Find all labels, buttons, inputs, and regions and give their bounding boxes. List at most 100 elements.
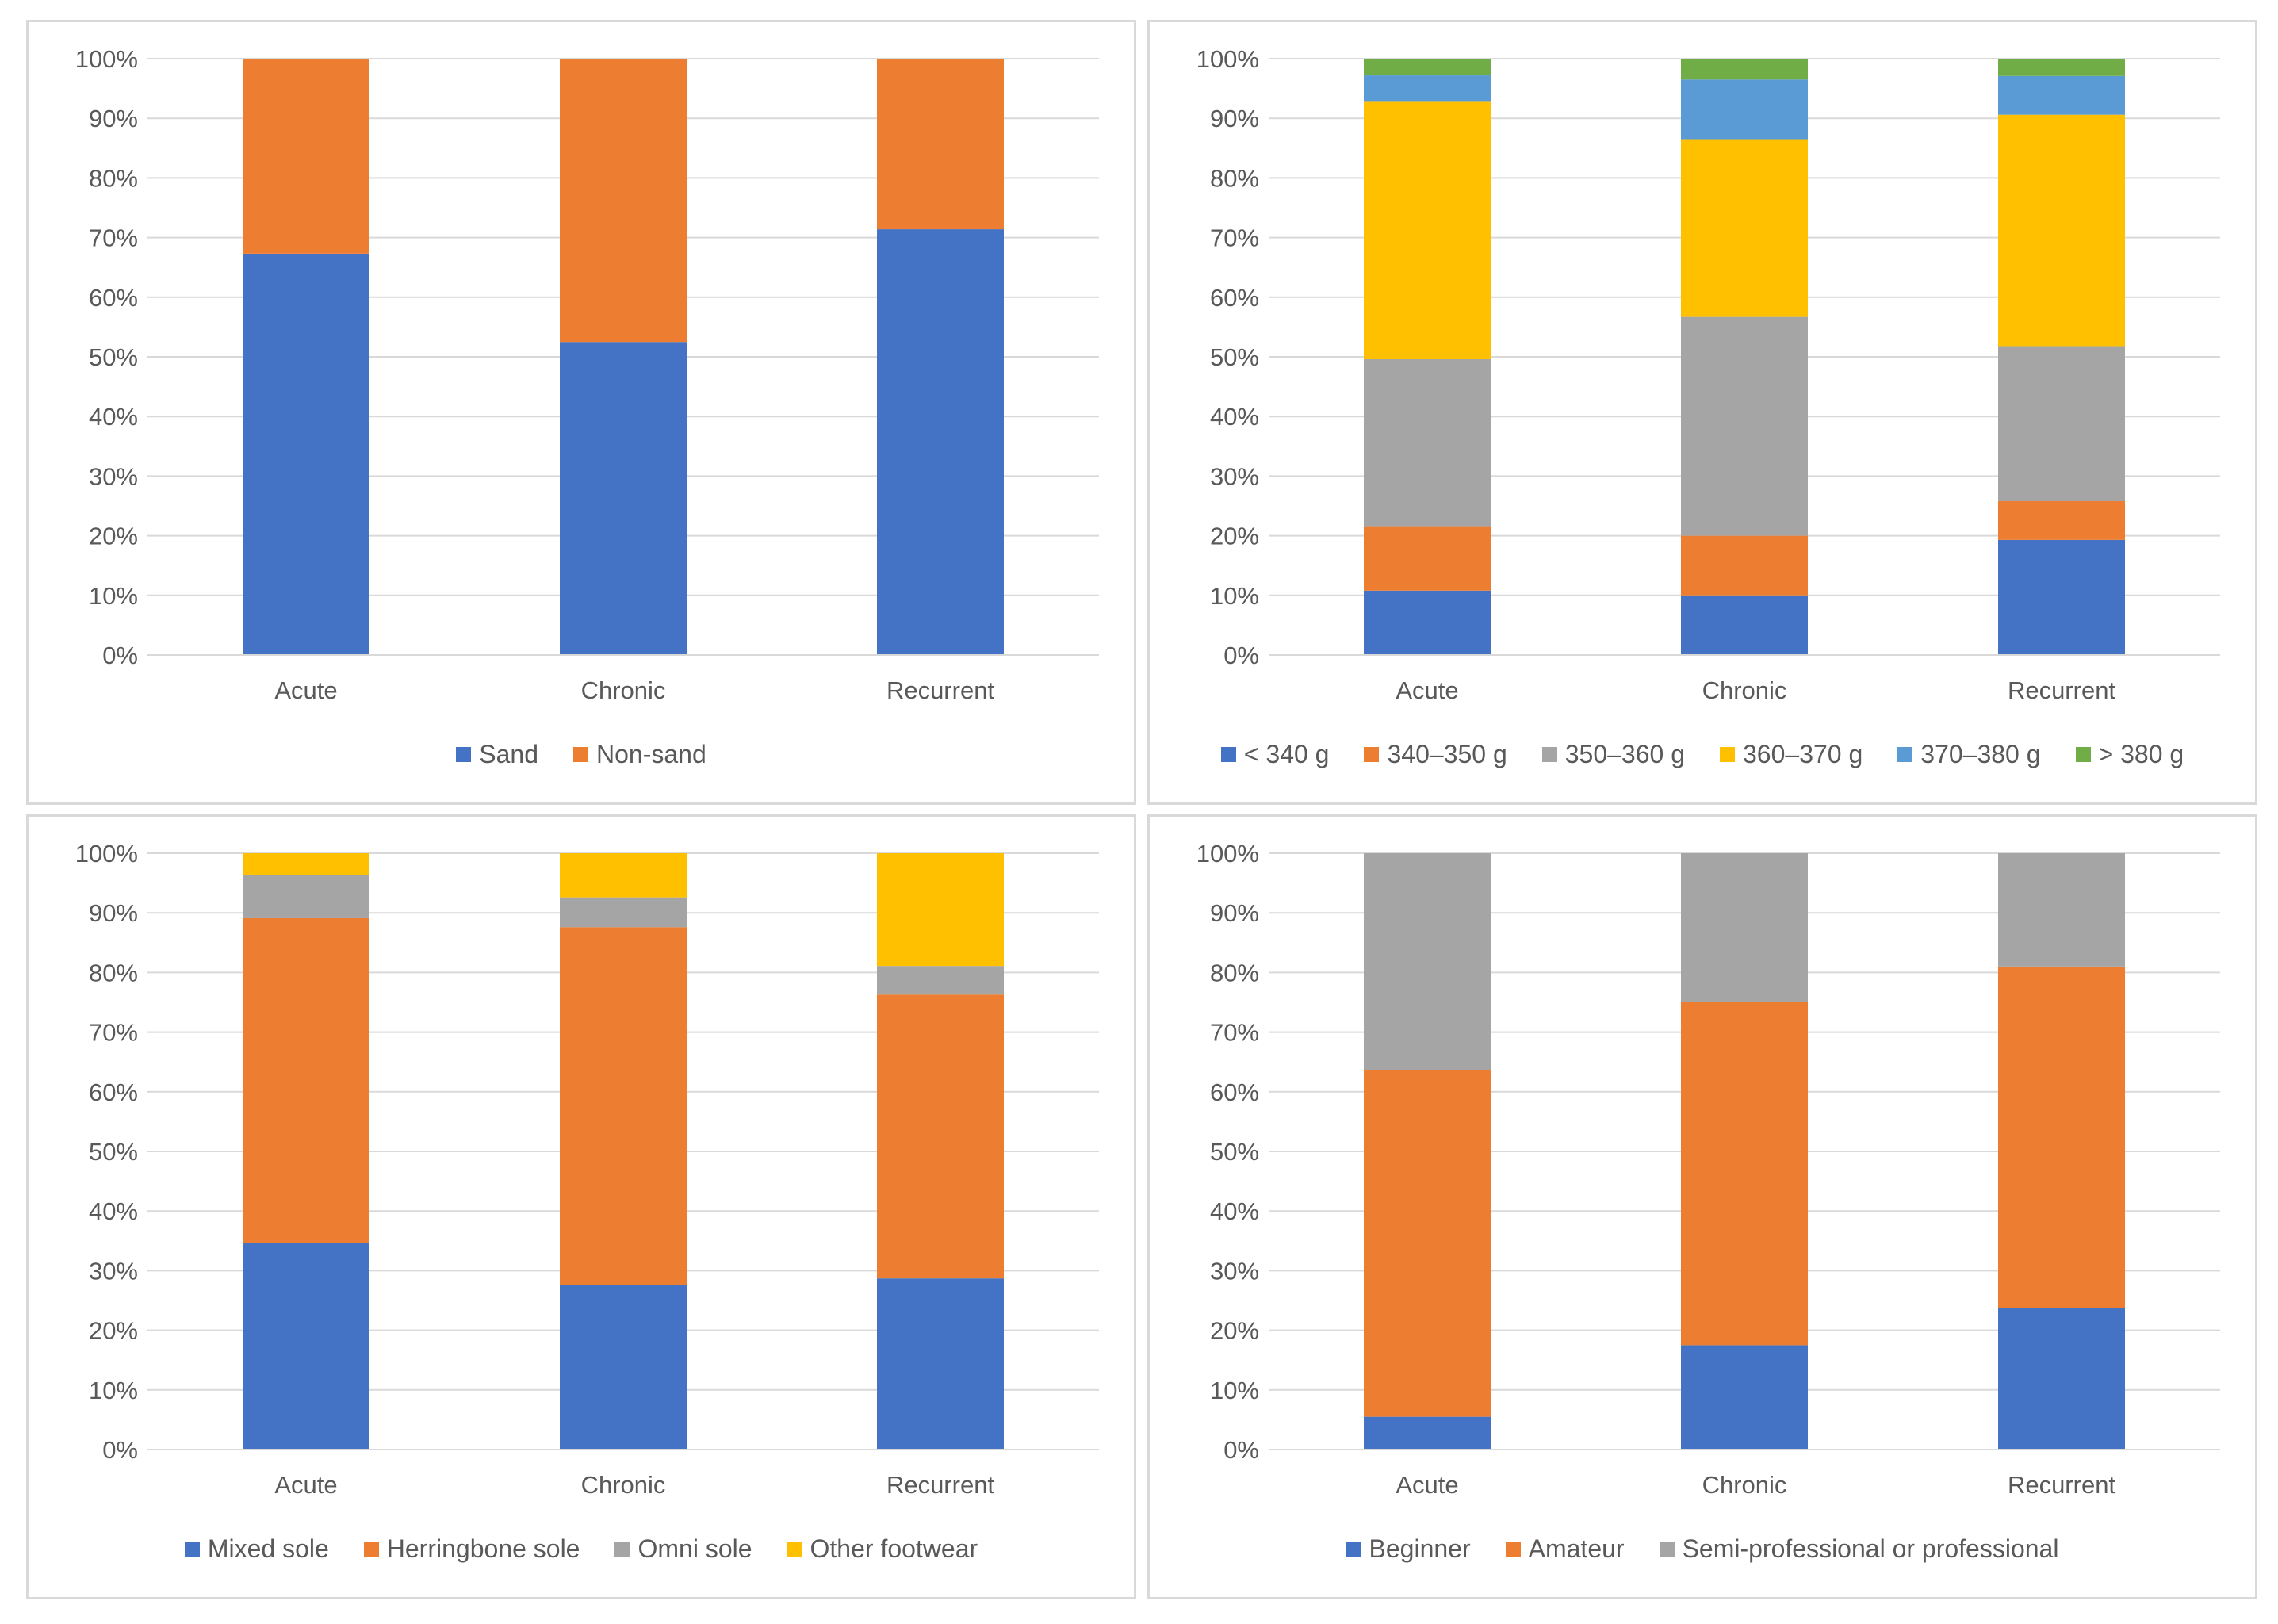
y-tick-label: 90% bbox=[1210, 899, 1259, 927]
bar-other-footwear-chronic bbox=[560, 853, 687, 898]
legend-item-350-360-g: 350–360 g bbox=[1541, 740, 1685, 769]
legend-item-amateur: Amateur bbox=[1505, 1534, 1625, 1564]
bar-semi-professional-or-professional-chronic bbox=[1681, 853, 1808, 1002]
bar-380-g-chronic bbox=[1681, 59, 1808, 80]
bar-350-360-g-chronic bbox=[1681, 316, 1808, 536]
y-tick-label: 60% bbox=[89, 1078, 138, 1106]
legend-swatch bbox=[572, 747, 588, 762]
bar-sand-recurrent bbox=[877, 229, 1004, 655]
bar-340-350-g-recurrent bbox=[1998, 500, 2125, 540]
legend-label: Semi-professional or professional bbox=[1682, 1534, 2059, 1563]
y-tick-label: 0% bbox=[1223, 1436, 1259, 1464]
y-tick-label: 70% bbox=[89, 224, 138, 252]
chart-legend: < 340 g 340–350 g 350–360 g 360–370 g 370–38… bbox=[1150, 740, 2255, 769]
bar-370-380-g-acute bbox=[1364, 75, 1491, 102]
legend-label: 370–380 g bbox=[1920, 740, 2041, 768]
legend-label: Mixed sole bbox=[207, 1534, 329, 1563]
y-tick-label: 40% bbox=[89, 1197, 138, 1225]
legend-swatch bbox=[363, 1542, 379, 1557]
bar-mixed-sole-chronic bbox=[560, 1285, 687, 1450]
y-tick-label: 100% bbox=[1196, 45, 1259, 73]
bar-sand-acute bbox=[243, 253, 369, 655]
legend-item-semi-professional-or-professional: Semi-professional or professional bbox=[1659, 1534, 2059, 1564]
bar-amateur-chronic bbox=[1681, 1002, 1808, 1346]
y-tick-label: 40% bbox=[1210, 403, 1259, 431]
y-tick-label: 80% bbox=[89, 164, 138, 192]
bar-mixed-sole-acute bbox=[243, 1243, 369, 1450]
y-tick-label: 10% bbox=[1210, 1377, 1259, 1404]
y-tick-label: 60% bbox=[1210, 284, 1259, 312]
bar-omni-sole-recurrent bbox=[877, 966, 1004, 995]
y-tick-label: 20% bbox=[89, 523, 138, 550]
bar-beginner-recurrent bbox=[1998, 1308, 2125, 1450]
legend-label: Beginner bbox=[1369, 1534, 1471, 1563]
legend-label: Omni sole bbox=[637, 1534, 752, 1563]
chart-plot: 0% 10% 20% 30% 40% 50% 60% 70% 80% 90% 100% Acute Ch… bbox=[75, 840, 1099, 1499]
legend-swatch bbox=[1897, 747, 1913, 762]
legend-item-380-g: > 380 g bbox=[2075, 740, 2184, 769]
bar-340-g-recurrent bbox=[1998, 539, 2125, 655]
chart-plot: 0% 10% 20% 30% 40% 50% 60% 70% 80% 90% 100% Acute Ch… bbox=[1196, 840, 2220, 1499]
y-tick-label: 90% bbox=[1210, 105, 1259, 132]
chart-panel-footwear: 0% 10% 20% 30% 40% 50% 60% 70% 80% 90% 100% Acute Ch… bbox=[26, 814, 1136, 1599]
chart-legend: Sand Non-sand bbox=[29, 740, 1134, 769]
legend-item-non-sand: Non-sand bbox=[572, 740, 706, 769]
legend-label: Non-sand bbox=[595, 740, 706, 768]
bar-non-sand-chronic bbox=[560, 59, 687, 343]
y-tick-label: 30% bbox=[1210, 462, 1259, 490]
bar-340-350-g-acute bbox=[1364, 526, 1491, 591]
bar-340-g-acute bbox=[1364, 590, 1491, 655]
y-tick-label: 20% bbox=[89, 1317, 138, 1345]
y-tick-label: 10% bbox=[89, 582, 138, 610]
x-tick-label: Recurrent bbox=[2008, 1471, 2115, 1499]
legend-swatch bbox=[456, 747, 472, 762]
y-tick-label: 50% bbox=[1210, 343, 1259, 371]
y-tick-label: 40% bbox=[89, 403, 138, 431]
legend-swatch bbox=[2075, 747, 2091, 762]
bar-herringbone-sole-acute bbox=[243, 917, 369, 1243]
legend-label: Sand bbox=[479, 740, 538, 768]
legend-item-360-370-g: 360–370 g bbox=[1720, 740, 1863, 769]
bar-semi-professional-or-professional-recurrent bbox=[1998, 853, 2125, 967]
legend-item-340-g: < 340 g bbox=[1220, 740, 1329, 769]
bar-360-370-g-acute bbox=[1364, 101, 1491, 360]
y-tick-label: 40% bbox=[1210, 1197, 1259, 1225]
y-tick-label: 70% bbox=[1210, 224, 1259, 252]
bar-semi-professional-or-professional-acute bbox=[1364, 853, 1491, 1070]
y-tick-label: 90% bbox=[89, 899, 138, 927]
bar-herringbone-sole-recurrent bbox=[877, 994, 1004, 1279]
legend-label: Amateur bbox=[1528, 1534, 1625, 1563]
y-tick-label: 100% bbox=[1196, 840, 1259, 868]
y-tick-label: 70% bbox=[1210, 1019, 1259, 1047]
chart-plot: 0% 10% 20% 30% 40% 50% 60% 70% 80% 90% 100% Acute Ch… bbox=[1196, 45, 2220, 704]
bar-380-g-acute bbox=[1364, 59, 1491, 76]
legend-item-beginner: Beginner bbox=[1346, 1534, 1471, 1564]
bar-omni-sole-acute bbox=[243, 875, 369, 918]
x-tick-label: Chronic bbox=[581, 676, 666, 704]
legend-swatch bbox=[1720, 747, 1735, 762]
y-tick-label: 70% bbox=[89, 1019, 138, 1047]
bar-non-sand-acute bbox=[243, 59, 369, 254]
y-tick-label: 80% bbox=[1210, 164, 1259, 192]
bar-370-380-g-chronic bbox=[1681, 79, 1808, 140]
x-tick-label: Recurrent bbox=[2008, 676, 2115, 704]
bar-beginner-acute bbox=[1364, 1416, 1491, 1450]
bar-340-g-chronic bbox=[1681, 595, 1808, 655]
y-tick-label: 60% bbox=[1210, 1078, 1259, 1106]
legend-swatch bbox=[1346, 1542, 1361, 1557]
y-tick-label: 30% bbox=[1210, 1257, 1259, 1285]
x-tick-label: Chronic bbox=[1702, 1471, 1787, 1499]
y-tick-label: 80% bbox=[89, 959, 138, 986]
bar-380-g-recurrent bbox=[1998, 59, 2125, 76]
bar-omni-sole-chronic bbox=[560, 897, 687, 928]
y-tick-label: 30% bbox=[89, 462, 138, 490]
chart-plot: 0% 10% 20% 30% 40% 50% 60% 70% 80% 90% 100% Acute Ch… bbox=[75, 45, 1099, 704]
legend-swatch bbox=[1541, 747, 1557, 762]
bar-360-370-g-recurrent bbox=[1998, 114, 2125, 347]
legend-label: 360–370 g bbox=[1743, 740, 1863, 768]
bar-other-footwear-recurrent bbox=[877, 853, 1004, 967]
x-tick-label: Chronic bbox=[581, 1471, 666, 1499]
legend-label: Other footwear bbox=[810, 1534, 978, 1563]
chart-legend: Mixed sole Herringbone sole Omni sole Other… bbox=[29, 1534, 1134, 1564]
x-tick-label: Acute bbox=[274, 1471, 337, 1499]
